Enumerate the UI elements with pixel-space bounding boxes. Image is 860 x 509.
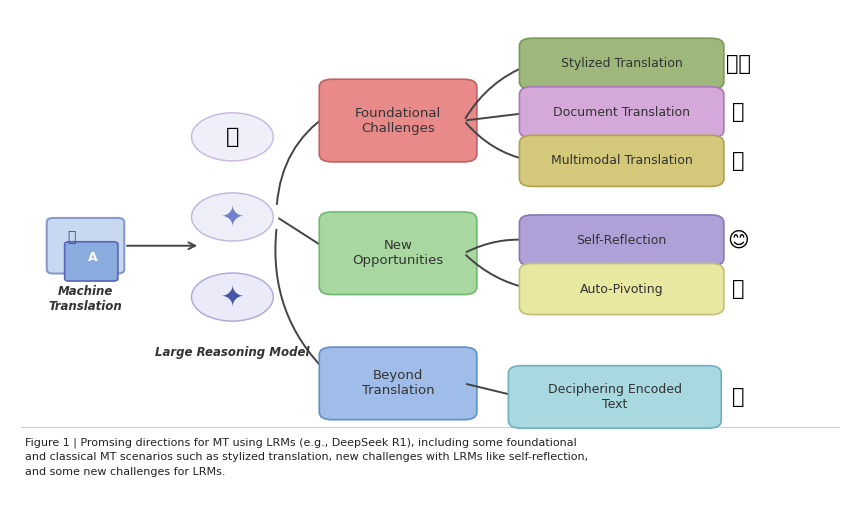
Text: Machine
Translation: Machine Translation bbox=[49, 285, 122, 313]
FancyBboxPatch shape bbox=[519, 215, 724, 266]
Text: 🌍: 🌍 bbox=[732, 279, 745, 299]
Circle shape bbox=[192, 273, 273, 321]
Text: Auto-Pivoting: Auto-Pivoting bbox=[580, 282, 663, 296]
FancyBboxPatch shape bbox=[319, 347, 476, 420]
Text: New
Opportunities: New Opportunities bbox=[353, 239, 444, 267]
FancyBboxPatch shape bbox=[508, 365, 722, 428]
FancyBboxPatch shape bbox=[519, 264, 724, 315]
FancyBboxPatch shape bbox=[519, 87, 724, 138]
Text: 📖: 📖 bbox=[732, 102, 745, 122]
Text: Stylized Translation: Stylized Translation bbox=[561, 57, 683, 70]
Text: 🐋: 🐋 bbox=[225, 127, 239, 147]
Text: 🔑: 🔑 bbox=[732, 387, 745, 407]
FancyBboxPatch shape bbox=[319, 79, 476, 162]
Text: Figure 1 | Promsing directions for MT using LRMs (e.g., DeepSeek R1), including : Figure 1 | Promsing directions for MT us… bbox=[26, 437, 588, 476]
FancyBboxPatch shape bbox=[46, 218, 124, 273]
Text: ✦: ✦ bbox=[221, 283, 244, 311]
Text: Multimodal Translation: Multimodal Translation bbox=[550, 154, 692, 167]
Text: 文: 文 bbox=[67, 230, 76, 244]
FancyBboxPatch shape bbox=[519, 38, 724, 89]
Text: Foundational
Challenges: Foundational Challenges bbox=[355, 106, 441, 134]
Text: Large Reasoning Model: Large Reasoning Model bbox=[155, 346, 310, 359]
Text: A: A bbox=[89, 250, 98, 264]
FancyBboxPatch shape bbox=[519, 135, 724, 186]
Text: Deciphering Encoded
Text: Deciphering Encoded Text bbox=[548, 383, 682, 411]
Text: ✦: ✦ bbox=[221, 203, 244, 231]
Text: 🧑‍💻: 🧑‍💻 bbox=[726, 54, 751, 74]
Text: Beyond
Translation: Beyond Translation bbox=[362, 370, 434, 398]
Text: 🏔️: 🏔️ bbox=[732, 151, 745, 171]
Text: Document Translation: Document Translation bbox=[553, 106, 690, 119]
FancyBboxPatch shape bbox=[64, 242, 118, 281]
Text: Self-Reflection: Self-Reflection bbox=[576, 234, 666, 247]
FancyBboxPatch shape bbox=[319, 212, 476, 295]
Circle shape bbox=[192, 113, 273, 161]
Text: 😊: 😊 bbox=[728, 231, 749, 250]
Circle shape bbox=[192, 193, 273, 241]
